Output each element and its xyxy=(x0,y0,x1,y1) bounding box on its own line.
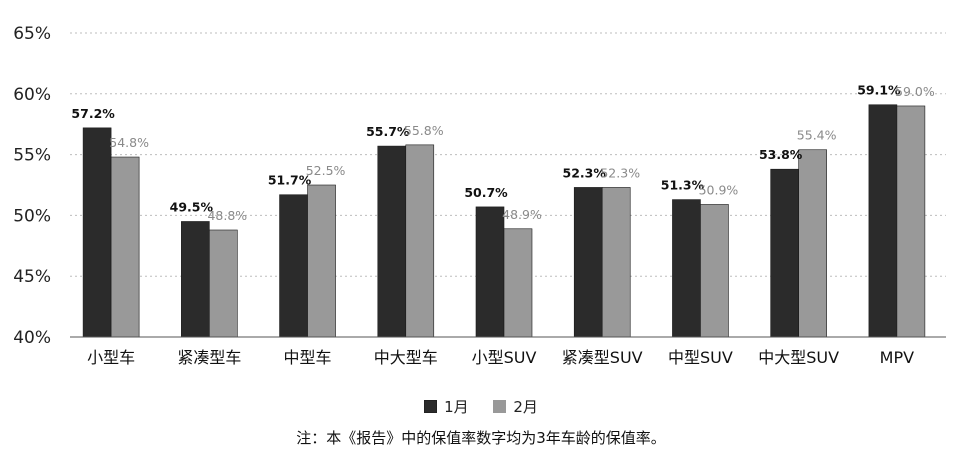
bar-series-2 xyxy=(307,184,336,338)
bar-series-2 xyxy=(601,187,631,338)
data-label-series-2: 54.8% xyxy=(109,135,149,150)
x-category-label: 中型SUV xyxy=(668,348,733,367)
data-label-series-2: 55.4% xyxy=(797,128,837,143)
data-label-series-1: 51.3% xyxy=(661,178,705,193)
x-category-label: 中大型SUV xyxy=(758,348,839,367)
bar-series-2 xyxy=(209,229,238,338)
data-labels: 57.2% 54.8% 49.5%48.8% 51.7%52.5% 55.7%55.8%… xyxy=(71,83,934,223)
y-tick-label: 60% xyxy=(13,85,51,105)
data-label-series-2: 52.3% xyxy=(600,165,640,180)
data-label-series-2: 55.8% xyxy=(404,123,444,138)
bar-series-1 xyxy=(279,194,308,338)
bar-series-1 xyxy=(181,221,210,338)
data-label-series-1: 55.7% xyxy=(366,124,410,139)
legend-item-series-1: 1月 xyxy=(424,396,469,417)
bar-chart: 40%45%50%55%60%65% 57.2%54.8%49.5%48.8%5… xyxy=(13,24,946,367)
footnote: 注：本《报告》中的保值率数字均为3年车龄的保值率。 xyxy=(296,429,666,447)
data-label-series-1: 59.1% xyxy=(857,83,901,98)
legend-label-series-1: 1月 xyxy=(444,398,469,416)
bar-series-1 xyxy=(672,199,701,338)
bar-series-1 xyxy=(573,187,603,338)
data-label-series-1: 52.3% xyxy=(563,165,607,180)
data-label-series-1: 57.2% xyxy=(71,106,115,121)
x-category-label: MPV xyxy=(880,348,914,367)
bar-series-2 xyxy=(405,144,435,338)
y-tick-label: 45% xyxy=(13,267,51,287)
x-category-label: 紧凑型SUV xyxy=(562,348,643,367)
data-label-series-2: 48.9% xyxy=(502,207,542,222)
y-tick-label: 55% xyxy=(13,146,51,166)
bar-series-2 xyxy=(896,105,926,338)
bar-series-2 xyxy=(110,156,140,338)
x-category-label: 中大型车 xyxy=(374,348,438,367)
bar-series-1 xyxy=(475,206,505,338)
bar-series-1 xyxy=(82,127,112,338)
data-label-series-2: 52.5% xyxy=(306,163,346,178)
data-label-series-1: 53.8% xyxy=(759,147,803,162)
y-tick-label: 50% xyxy=(13,206,51,226)
data-label-series-1: 50.7% xyxy=(464,185,508,200)
y-tick-label: 40% xyxy=(13,328,51,348)
x-category-label: 中型车 xyxy=(284,348,332,367)
x-category-label: 小型车 xyxy=(87,348,135,367)
bars xyxy=(82,104,926,338)
x-category-label: 小型SUV xyxy=(472,348,537,367)
legend-label-series-2: 2月 xyxy=(513,398,538,416)
legend-item-series-2: 2月 xyxy=(493,396,538,417)
bar-series-1 xyxy=(868,104,898,338)
bar-series-1 xyxy=(770,168,799,338)
data-label-series-2: 59.0% xyxy=(895,84,935,99)
x-category-label: 紧凑型车 xyxy=(177,348,241,367)
x-axis: 小型车 紧凑型车 中型车 中大型车 小型SUV 紧凑型SUV 中型SUV 中大型SUV MPV xyxy=(70,336,946,367)
legend-swatch-series-1 xyxy=(424,400,438,413)
y-axis: 40% 45% 50% 55% 60% 65% xyxy=(13,24,51,348)
bar-series-2 xyxy=(700,204,729,338)
bar-series-2 xyxy=(503,228,533,338)
data-label-series-1: 51.7% xyxy=(268,173,312,188)
y-tick-label: 65% xyxy=(13,24,51,44)
data-label-series-2: 48.8% xyxy=(207,208,247,223)
bar-series-2 xyxy=(798,149,827,338)
bar-series-1 xyxy=(377,145,407,338)
data-label-series-1: 49.5% xyxy=(170,199,214,214)
legend: 1月 2月 xyxy=(0,396,962,417)
legend-swatch-series-2 xyxy=(493,400,507,413)
data-label-series-2: 50.9% xyxy=(699,182,739,197)
